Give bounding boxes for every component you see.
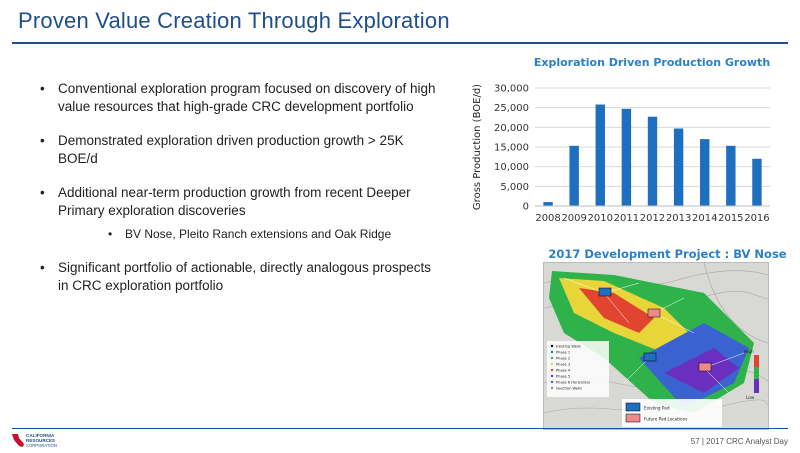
x-tick-label: 2009 xyxy=(561,213,586,224)
x-tick-label: 2013 xyxy=(666,213,691,224)
california-state-icon xyxy=(12,434,24,447)
map-legend-label: Existing Wells xyxy=(556,345,581,349)
y-tick-label: 20,000 xyxy=(494,123,529,134)
bullet-item: Significant portfolio of actionable, dir… xyxy=(40,259,440,295)
map-legend-label: Phase 2 xyxy=(556,357,570,361)
future-pad xyxy=(647,308,661,318)
production-bar-chart: 0 5,000 10,000 15,000 20,000 25,000 30,000 2008… xyxy=(472,84,770,224)
map-legend-label: Phase 1 xyxy=(556,351,570,355)
map-legend-label: Injection Wells xyxy=(556,387,582,391)
map-title: 2017 Development Project : BV Nose xyxy=(548,247,787,261)
bar xyxy=(700,139,710,206)
bar xyxy=(726,145,736,206)
y-tick-label: 0 xyxy=(523,202,529,213)
map-legend-label: Phase 4 xyxy=(556,369,571,373)
color-scale-low-label: Low xyxy=(746,395,755,400)
existing-pad xyxy=(643,352,657,362)
y-axis-label: Gross Production (BOE/d) xyxy=(472,84,483,210)
x-tick-label: 2014 xyxy=(692,213,717,224)
map-legend-label: Phase 3 xyxy=(556,363,570,367)
y-tick-label: 15,000 xyxy=(494,143,529,154)
existing-pad xyxy=(598,287,612,297)
footer-divider xyxy=(12,428,788,429)
color-scale-low xyxy=(754,379,759,393)
bullet-item: Additional near-term production growth f… xyxy=(40,184,440,220)
map-legend-box xyxy=(547,341,609,397)
x-tick-label: 2008 xyxy=(535,213,560,224)
logo-line1: CALIFORNIA xyxy=(26,433,55,438)
color-scale-mid xyxy=(754,367,759,379)
x-tick-label: 2010 xyxy=(588,213,613,224)
y-tick-label: 10,000 xyxy=(494,162,529,173)
bar xyxy=(595,104,605,206)
y-tick-label: 25,000 xyxy=(494,103,529,114)
bar xyxy=(647,116,658,206)
page-title: Proven Value Creation Through Exploratio… xyxy=(18,8,450,33)
map-legend-label: Phase 5 xyxy=(556,375,570,379)
color-scale-high-label: High xyxy=(744,349,754,354)
x-tick-label: 2012 xyxy=(640,213,665,224)
company-logo: CALIFORNIA RESOURCES CORPORATION xyxy=(10,432,70,453)
bar xyxy=(752,158,762,206)
x-tick-label: 2015 xyxy=(718,213,743,224)
existing-pad-swatch xyxy=(625,402,641,412)
bv-nose-map: Existing Wells Phase 1 Phase 2 Phase 3 P… xyxy=(543,262,769,430)
bullet-item: Demonstrated exploration driven producti… xyxy=(40,132,440,168)
page-info: 57 | 2017 CRC Analyst Day xyxy=(690,437,788,446)
title-divider xyxy=(12,42,788,44)
pad-legend-label: Existing Pad xyxy=(644,406,670,411)
bar xyxy=(621,108,632,206)
sub-bullet-item: BV Nose, Pleito Ranch extensions and Oak… xyxy=(40,225,440,243)
future-pad-swatch xyxy=(625,413,641,423)
bar xyxy=(569,145,579,206)
x-tick-label: 2011 xyxy=(614,213,639,224)
logo-line3: CORPORATION xyxy=(26,443,57,448)
bar xyxy=(673,128,684,206)
y-tick-label: 30,000 xyxy=(494,84,529,95)
future-pad xyxy=(698,362,712,372)
logo-line2: RESOURCES xyxy=(26,438,55,443)
bullet-item: Conventional exploration program focused… xyxy=(40,80,440,116)
x-tick-label: 2016 xyxy=(744,213,769,224)
y-tick-label: 5,000 xyxy=(500,182,529,193)
pad-legend-label: Future Pad Locations xyxy=(644,417,687,422)
map-legend-label: Phase 6 Horizontal xyxy=(556,381,590,385)
chart-title: Exploration Driven Production Growth xyxy=(533,56,771,69)
bar xyxy=(543,202,553,206)
heatmap-core-zone xyxy=(579,288,654,333)
bullet-list: Conventional exploration program focused… xyxy=(40,80,440,311)
